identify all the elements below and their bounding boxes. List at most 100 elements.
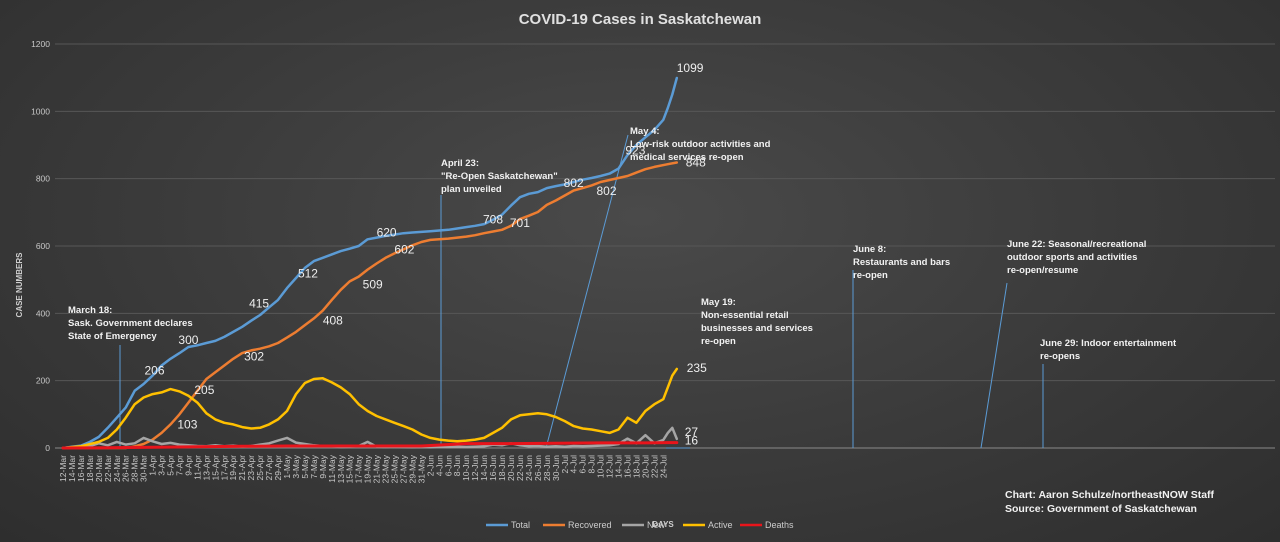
x-tick-label: 12-Jun: [470, 455, 480, 481]
data-label-recovered: 302: [244, 349, 264, 363]
x-tick-label: 11-May: [327, 454, 337, 482]
y-tick-label: 1000: [31, 106, 50, 116]
x-tick-label: 28-Jun: [542, 455, 552, 481]
y-axis-ticks: 0 200 400 600 800 1000 1200: [31, 39, 50, 453]
x-tick-label: 15-Apr: [210, 455, 220, 481]
x-tick-label: 20-Jun: [506, 455, 516, 481]
data-label-new: 27: [685, 425, 699, 439]
x-tick-label: 16-Jun: [488, 455, 498, 481]
x-tick-label: 15-May: [345, 454, 355, 483]
series-active-line: [61, 367, 679, 450]
data-label-recovered: 701: [510, 216, 530, 230]
x-tick-label: 4-Jul: [569, 455, 579, 474]
x-tick-label: 10-Jul: [596, 455, 606, 478]
annotation-text: Sask. Government declares: [68, 318, 193, 329]
x-tick-label: 23-Apr: [246, 455, 256, 481]
y-tick-label: 400: [36, 308, 50, 318]
x-tick-label: 29-May: [407, 454, 417, 483]
x-tick-label: 6-Jun: [443, 455, 453, 477]
data-label-total: 206: [145, 364, 165, 378]
x-tick-label: 8-Jun: [452, 455, 462, 477]
annotation-text: March 18:: [68, 305, 112, 316]
legend-label-new: New: [647, 520, 666, 530]
data-label-recovered: 848: [686, 156, 706, 170]
x-tick-label: 19-May: [363, 454, 373, 483]
annotation-leader: [980, 282, 1008, 449]
data-label-recovered: 408: [323, 314, 343, 328]
x-tick-label: 17-Apr: [219, 455, 229, 481]
credit-line: Chart: Aaron Schulze/northeastNOW Staff: [1005, 489, 1215, 501]
x-tick-label: 12-Mar: [58, 455, 68, 482]
x-tick-label: 28-Mar: [130, 455, 140, 482]
x-tick-label: 22-Mar: [103, 455, 113, 482]
annotation-text: Restaurants and bars: [853, 257, 950, 268]
x-tick-label: 1-May: [282, 454, 292, 478]
legend-label-active: Active: [708, 520, 733, 530]
data-label-total: 620: [377, 225, 397, 239]
annotation-text: June 22: Seasonal/recreational: [1007, 239, 1146, 250]
data-label-deaths: 16: [685, 434, 699, 448]
x-tick-label: 18-Jun: [497, 455, 507, 481]
y-tick-label: 800: [36, 174, 50, 184]
data-label-total: 1099: [677, 61, 704, 75]
credit-line: Source: Government of Saskatchewan: [1005, 503, 1197, 515]
chart-title: COVID-19 Cases in Saskatchewan: [519, 11, 762, 28]
x-tick-label: 5-Apr: [166, 455, 176, 476]
data-labels: 206 300 415 512 620 708 802 923 1099 205 302 408 509…: [145, 61, 708, 448]
x-tick-label: 25-May: [390, 454, 400, 483]
annotation-text: April 23:: [441, 158, 479, 169]
annotation-text: Low-risk outdoor activities and: [630, 139, 771, 150]
x-tick-label: 11-Apr: [192, 455, 202, 480]
data-label-recovered: 602: [394, 242, 414, 256]
x-tick-label: 12-Jul: [605, 455, 615, 478]
x-tick-label: 14-Jun: [479, 455, 489, 481]
x-axis-ticks: 12-Mar14-Mar16-Mar18-Mar20-Mar22-Mar24-M…: [58, 454, 668, 483]
data-label-recovered: 802: [597, 184, 617, 198]
x-tick-label: 30-Jun: [551, 455, 561, 481]
series-deaths-line: [61, 441, 679, 450]
annotation-text: medical services re-open: [630, 152, 744, 163]
data-label-total: 923: [625, 143, 645, 157]
y-tick-label: 1200: [31, 39, 50, 49]
annotation-text: May 19:: [701, 297, 736, 308]
series-recovered-line: [61, 161, 679, 450]
x-tick-label: 14-Jul: [614, 455, 624, 478]
x-tick-label: 9-May: [318, 454, 328, 478]
x-tick-label: 22-Jul: [649, 455, 659, 478]
x-tick-label: 26-Jun: [533, 455, 543, 481]
x-tick-label: 7-May: [309, 454, 319, 478]
x-tick-label: 14-Mar: [67, 455, 77, 482]
annotation-text: June 8:: [853, 244, 886, 255]
annotation-text: plan unveiled: [441, 184, 502, 195]
x-tick-label: 16-Mar: [76, 455, 86, 482]
x-tick-label: 24-Jul: [658, 455, 668, 478]
x-tick-label: 16-Jul: [622, 455, 632, 478]
x-tick-label: 22-Jun: [515, 455, 525, 481]
series-lines: [61, 76, 679, 450]
annotation-text: State of Emergency: [68, 331, 157, 342]
legend-label-deaths: Deaths: [765, 520, 794, 530]
x-tick-label: 6-Jul: [578, 455, 588, 474]
x-tick-label: 17-May: [354, 454, 364, 483]
annotation-text: businesses and services: [701, 323, 813, 334]
x-tick-label: 4-Jun: [434, 455, 444, 477]
x-tick-label: 25-Apr: [255, 455, 265, 481]
data-label-total: 708: [483, 213, 503, 227]
y-tick-label: 0: [45, 443, 50, 453]
x-tick-label: 18-Mar: [85, 455, 95, 482]
series-total-line: [61, 76, 679, 450]
annotation-leaders: [119, 134, 1044, 449]
x-tick-label: 19-Apr: [228, 455, 238, 481]
x-tick-label: 20-Jul: [640, 455, 650, 478]
y-tick-label: 200: [36, 376, 50, 386]
x-tick-label: 13-May: [336, 454, 346, 483]
annotation-text: outdoor sports and activities: [1007, 252, 1137, 263]
annotation-text: re-open: [701, 336, 736, 347]
annotation-leader: [545, 134, 629, 449]
x-tick-label: 7-Apr: [174, 455, 184, 476]
x-tick-label: 29-Apr: [273, 455, 283, 481]
data-label-total: 802: [564, 176, 584, 190]
data-label-recovered: 205: [194, 383, 214, 397]
x-tick-label: 9-Apr: [183, 455, 193, 476]
